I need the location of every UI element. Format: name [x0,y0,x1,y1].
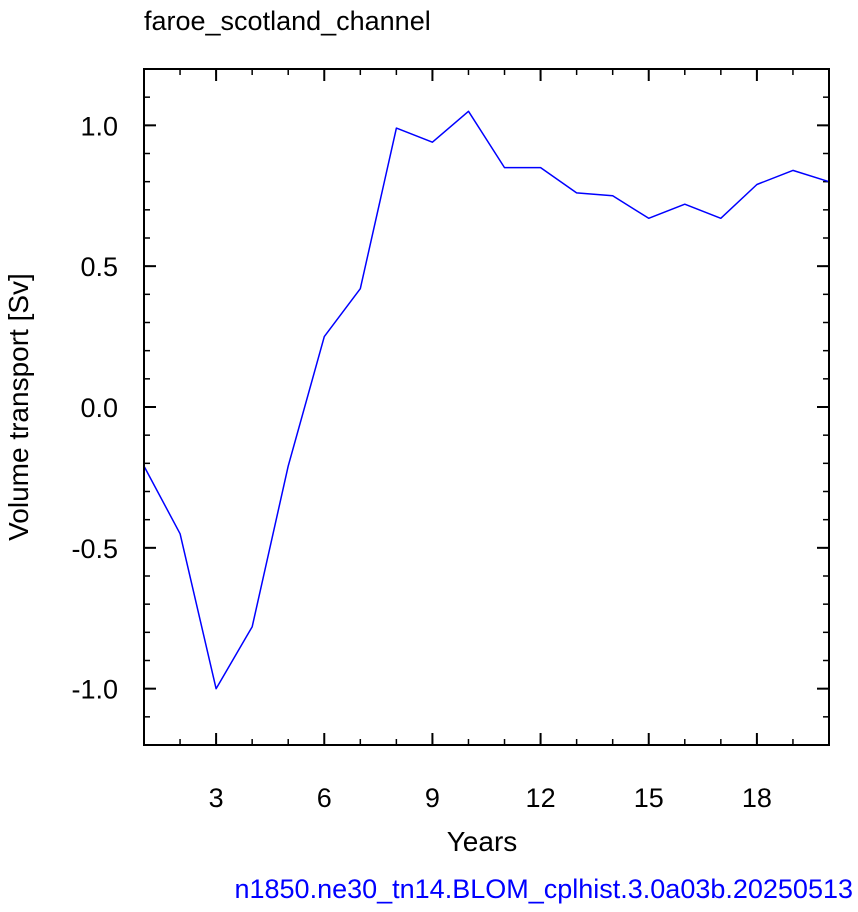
chart-title: faroe_scotland_channel [144,6,431,36]
footer-case-name: n1850.ne30_tn14.BLOM_cplhist.3.0a03b.202… [234,874,853,904]
x-tick-label: 6 [317,783,332,813]
y-axis-tick-labels: -1.0 -0.5 0.0 0.5 1.0 [71,111,118,704]
series-line [143,110,830,690]
y-axis-label: Volume transport [Sv] [3,273,34,541]
x-tick-label: 12 [526,783,556,813]
x-tick-label: 3 [209,783,224,813]
x-axis-tick-labels: 3 6 9 12 15 18 [209,783,772,813]
x-tick-label: 9 [425,783,440,813]
y-tick-label: 1.0 [80,111,118,141]
y-tick-label: -1.0 [71,675,118,705]
y-tick-label: 0.5 [80,252,118,282]
x-axis-label: Years [447,826,518,857]
plot-area [143,68,830,746]
series-layer [143,110,830,690]
y-tick-label: 0.0 [80,393,118,423]
y-tick-label: -0.5 [71,534,118,564]
x-tick-label: 18 [742,783,772,813]
x-tick-label: 15 [634,783,664,813]
x-axis-ticks [143,69,830,745]
y-axis-ticks [144,68,829,746]
